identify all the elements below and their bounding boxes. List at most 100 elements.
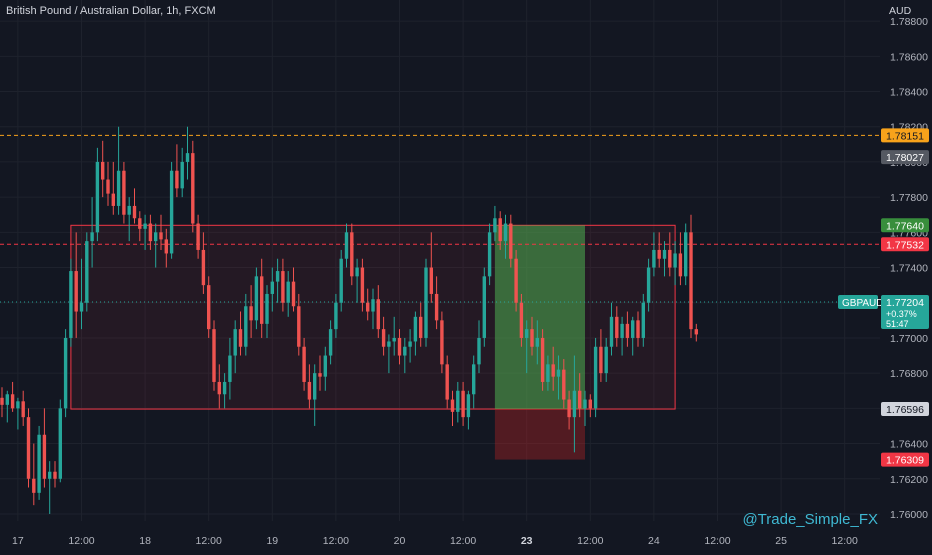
candle-body — [111, 193, 115, 206]
price-label-badge — [881, 402, 929, 417]
candle-body — [381, 329, 386, 347]
candle-body — [265, 293, 269, 324]
candle-body — [228, 355, 232, 382]
last-price-text: 1.77204 — [886, 297, 924, 309]
y-tick-label: 1.77000 — [890, 333, 928, 345]
candle-body — [5, 394, 9, 405]
candle-body — [339, 258, 343, 303]
price-label-badge — [881, 452, 929, 467]
candle-body — [48, 471, 52, 479]
candle-body — [413, 316, 418, 342]
candle-body — [360, 267, 365, 303]
candle-body — [525, 329, 529, 338]
candle-body — [514, 258, 518, 303]
candle-body — [127, 205, 131, 215]
candle-body — [609, 316, 614, 347]
candle-body — [535, 337, 539, 347]
price-label-text: 1.76309 — [886, 455, 924, 467]
candle-body — [143, 223, 147, 229]
candle-body — [519, 302, 524, 338]
candle-body — [482, 276, 486, 338]
x-tick-label: 12:00 — [323, 535, 349, 547]
candle-body — [42, 434, 47, 479]
candle-body — [456, 390, 460, 412]
candle-body — [307, 381, 312, 400]
candle-body — [260, 276, 264, 324]
candle-body — [254, 276, 259, 321]
candle-body — [180, 161, 184, 189]
candle-body — [90, 232, 94, 242]
candle-body — [503, 223, 508, 242]
long-position-profit-zone — [494, 225, 585, 410]
candle-body — [32, 478, 36, 493]
candle-body — [376, 299, 380, 330]
candle-body — [540, 337, 545, 382]
candle-body — [275, 271, 280, 282]
price-label-text: 1.78027 — [886, 152, 924, 164]
last-price-change: +0.37% — [886, 309, 917, 319]
price-axis — [880, 0, 932, 550]
candle-body — [138, 218, 142, 229]
candle-body — [556, 369, 561, 377]
candle-body — [355, 267, 359, 277]
candle-body — [148, 223, 153, 242]
candle-body — [572, 390, 577, 418]
candle-body — [169, 170, 174, 254]
candle-body — [387, 341, 391, 347]
candle-body — [684, 232, 688, 277]
x-tick-label: 20 — [394, 535, 406, 547]
candle-body — [636, 320, 640, 338]
last-price-badge — [881, 295, 929, 330]
candle-body — [191, 153, 195, 224]
symbol-badge-text: GBPAUD — [842, 298, 884, 309]
candle-body — [69, 271, 73, 338]
y-tick-label: 1.78800 — [890, 16, 928, 28]
candle-body — [85, 241, 89, 303]
candle-body — [646, 267, 651, 303]
candle-body — [397, 337, 402, 356]
candle-body — [631, 320, 635, 338]
candle-body — [10, 394, 15, 409]
candle-body — [583, 399, 587, 409]
candle-body — [185, 153, 190, 162]
candle-body — [217, 381, 221, 395]
x-tick-label: 12:00 — [68, 535, 94, 547]
candle-body — [53, 471, 57, 479]
candle-body — [238, 329, 243, 347]
candle-body — [424, 267, 428, 338]
candle-body — [403, 346, 407, 356]
candle-body — [175, 170, 179, 189]
candle-body — [95, 161, 100, 233]
candle-body — [286, 281, 290, 303]
candle-body — [620, 323, 624, 338]
candle-body — [244, 306, 248, 347]
candle-body — [578, 390, 582, 409]
x-tick-label: 12:00 — [577, 535, 603, 547]
candle-body — [694, 329, 698, 335]
candle-body — [196, 223, 200, 250]
symbol-title: British Pound / Australian Dollar, 1h, F… — [6, 5, 216, 17]
candle-body — [662, 249, 667, 259]
candle-body — [0, 397, 4, 405]
candle-body — [302, 346, 306, 382]
candle-body — [366, 302, 370, 312]
candle-body — [551, 364, 555, 377]
candle-body — [599, 346, 603, 374]
candle-body — [429, 267, 433, 294]
candle-body — [450, 399, 455, 412]
candle-body — [472, 364, 476, 395]
candle-body — [615, 316, 619, 338]
candle-body — [281, 271, 285, 303]
candle-body — [79, 302, 84, 312]
candle-body — [207, 285, 211, 330]
candle-body — [625, 323, 630, 338]
candle-body — [668, 249, 672, 268]
candle-body — [37, 434, 41, 493]
bar-countdown: 51:47 — [886, 319, 909, 329]
x-tick-label: 25 — [775, 535, 787, 547]
price-label-badge — [881, 128, 929, 143]
candle-body — [466, 394, 471, 418]
candle-body — [122, 170, 126, 215]
